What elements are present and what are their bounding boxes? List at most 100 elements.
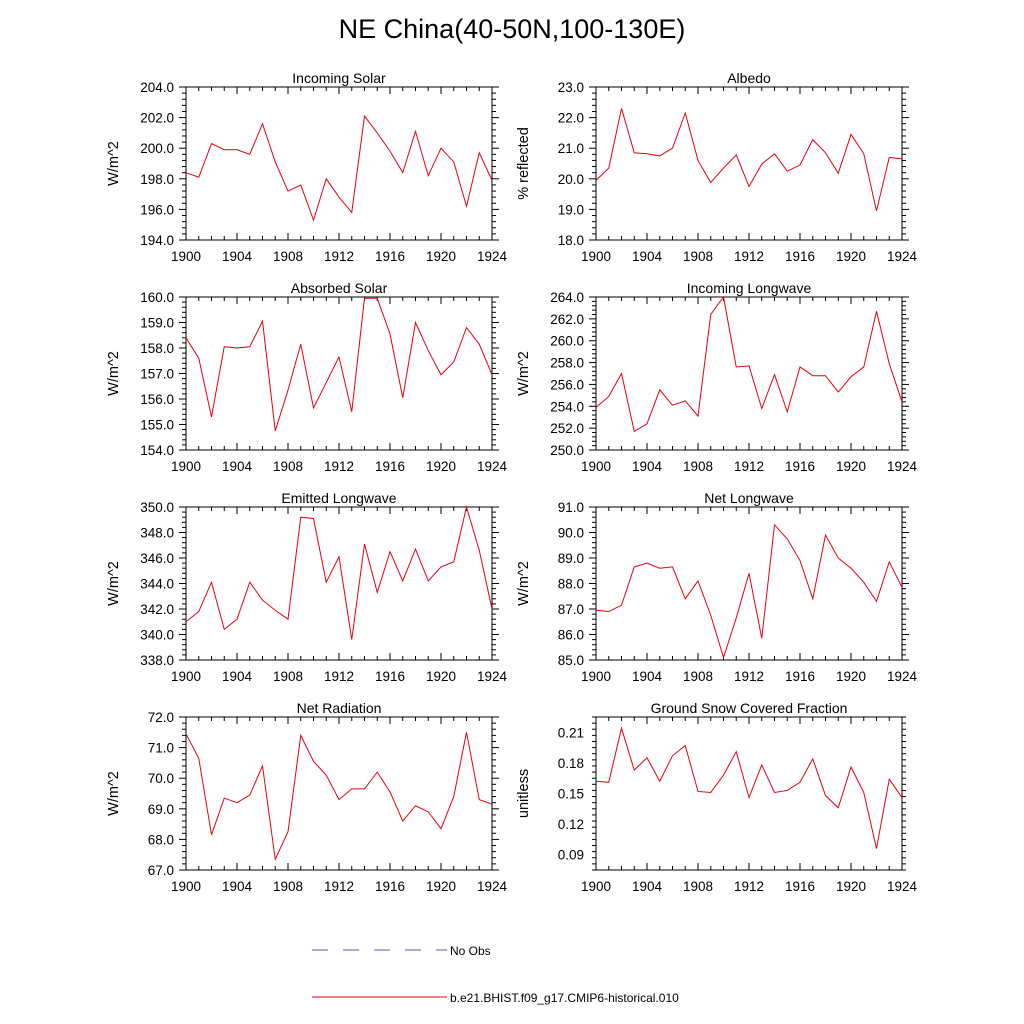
panel-net-radiation-title: Net Radiation xyxy=(297,700,382,716)
panel-net-longwave: 1900 1904 1908 1912 1916 1920 1924 85.0 86.0 87.0… xyxy=(516,490,918,684)
panel-net-longwave-xtick-label: 1924 xyxy=(887,669,918,684)
panel-albedo-ytick-label: 18.0 xyxy=(558,233,584,248)
panel-net-radiation-ytick-label: 68.0 xyxy=(148,832,174,847)
panel-incoming-longwave-ytick-label: 256.0 xyxy=(550,377,584,392)
panel-absorbed-solar-title: Absorbed Solar xyxy=(291,280,388,296)
panel-net-radiation-ylabel: W/m^2 xyxy=(106,771,122,816)
panel-albedo-xtick-label: 1920 xyxy=(836,249,866,264)
panel-absorbed-solar-ytick-label: 156.0 xyxy=(140,392,174,407)
panel-albedo-frame xyxy=(595,86,903,241)
panel-absorbed-solar-series-line xyxy=(185,297,493,432)
panel-net-longwave-ytick-label: 91.0 xyxy=(558,500,584,515)
panel-incoming-solar-title: Incoming Solar xyxy=(292,70,386,86)
panel-incoming-solar-series-line xyxy=(185,114,493,222)
panel-albedo-xtick-label: 1900 xyxy=(581,249,611,264)
panel-emitted-longwave-ytick-label: 348.0 xyxy=(140,526,174,541)
panel-albedo-xtick-label: 1912 xyxy=(734,249,764,264)
panel-net-longwave-xtick-label: 1904 xyxy=(632,669,663,684)
panel-incoming-longwave-xtick-label: 1920 xyxy=(836,459,866,474)
panel-emitted-longwave-xtick-label: 1924 xyxy=(477,669,508,684)
panel-incoming-longwave-ytick-label: 264.0 xyxy=(550,290,584,305)
panel-emitted-longwave-xtick-label: 1916 xyxy=(375,669,405,684)
panel-net-longwave-xtick-label: 1920 xyxy=(836,669,866,684)
panel-incoming-longwave-xtick-label: 1916 xyxy=(785,459,815,474)
panel-emitted-longwave-ytick-label: 346.0 xyxy=(140,551,174,566)
panel-net-longwave-ytick-label: 89.0 xyxy=(558,551,584,566)
panel-absorbed-solar-xtick-label: 1900 xyxy=(171,459,201,474)
panel-ground-snow-covered-fraction-ytick-label: 0.18 xyxy=(558,756,584,771)
panel-net-radiation-xtick-label: 1920 xyxy=(426,879,456,894)
panel-net-radiation-frame xyxy=(185,716,493,871)
panel-incoming-solar-frame xyxy=(185,86,493,241)
panel-incoming-solar-ytick-label: 196.0 xyxy=(140,202,174,217)
panel-emitted-longwave: 1900 1904 1908 1912 1916 1920 1924 338.0 340.0 34… xyxy=(106,490,508,684)
panel-ground-snow-covered-fraction-series-line xyxy=(595,726,903,849)
panel-incoming-solar-ytick-label: 202.0 xyxy=(140,111,174,126)
panel-albedo-xtick-label: 1904 xyxy=(632,249,663,264)
panel-emitted-longwave-xtick-label: 1920 xyxy=(426,669,456,684)
panel-incoming-longwave-ytick-label: 252.0 xyxy=(550,421,584,436)
panel-incoming-solar: 1900 1904 1908 1912 1916 1920 1924 194.0 196.0 19… xyxy=(106,70,508,264)
panel-absorbed-solar-xtick-label: 1908 xyxy=(273,459,303,474)
panel-net-radiation-ytick-label: 69.0 xyxy=(148,802,174,817)
panel-emitted-longwave-ytick-label: 340.0 xyxy=(140,628,174,643)
panel-albedo-ylabel: % reflected xyxy=(516,127,532,200)
panel-ground-snow-covered-fraction-ytick-label: 0.21 xyxy=(558,725,584,740)
panel-emitted-longwave-ytick-label: 344.0 xyxy=(140,577,174,592)
panel-net-radiation: 1900 1904 1908 1912 1916 1920 1924 67.0 68.0 69.0… xyxy=(106,700,508,894)
legend-item-2: b.e21.BHIST.f09_g17.CMIP6-historical.010 xyxy=(312,991,679,1005)
panel-net-longwave-title: Net Longwave xyxy=(704,490,794,506)
panel-incoming-solar-xtick-label: 1924 xyxy=(477,249,508,264)
panel-absorbed-solar-ytick-label: 160.0 xyxy=(140,290,174,305)
panel-ground-snow-covered-fraction: 1900 1904 1908 1912 1916 1920 1924 0.09 0.12 0.15… xyxy=(516,700,918,894)
panel-incoming-longwave-ytick-label: 258.0 xyxy=(550,356,584,371)
panel-incoming-solar-xtick-label: 1908 xyxy=(273,249,303,264)
panel-incoming-solar-xtick-label: 1912 xyxy=(324,249,354,264)
panel-net-longwave-ytick-label: 90.0 xyxy=(558,526,584,541)
panel-emitted-longwave-frame xyxy=(185,506,493,661)
panel-net-radiation-xtick-label: 1912 xyxy=(324,879,354,894)
panel-ground-snow-covered-fraction-frame xyxy=(595,716,903,871)
panel-albedo-xtick-label: 1908 xyxy=(683,249,713,264)
panel-net-longwave-ytick-label: 87.0 xyxy=(558,602,584,617)
panel-absorbed-solar-ytick-label: 158.0 xyxy=(140,341,174,356)
panel-incoming-longwave-xtick-label: 1904 xyxy=(632,459,663,474)
panel-net-longwave-xtick-label: 1912 xyxy=(734,669,764,684)
panel-ground-snow-covered-fraction-xtick-label: 1904 xyxy=(632,879,663,894)
panel-ground-snow-covered-fraction-ytick-label: 0.12 xyxy=(558,817,584,832)
panel-net-radiation-xtick-label: 1904 xyxy=(222,879,253,894)
panel-emitted-longwave-xtick-label: 1908 xyxy=(273,669,303,684)
panel-incoming-solar-ytick-label: 198.0 xyxy=(140,172,174,187)
panel-net-radiation-xtick-label: 1916 xyxy=(375,879,405,894)
panel-net-radiation-xtick-label: 1900 xyxy=(171,879,201,894)
panel-emitted-longwave-ylabel: W/m^2 xyxy=(106,561,122,606)
panel-emitted-longwave-series-line xyxy=(185,505,493,640)
panel-incoming-longwave-xtick-label: 1912 xyxy=(734,459,764,474)
panel-absorbed-solar: 1900 1904 1908 1912 1916 1920 1924 154.0 155.0 15… xyxy=(106,280,508,474)
panel-incoming-longwave-ytick-label: 250.0 xyxy=(550,443,584,458)
legend-item-1: No Obs xyxy=(312,944,491,958)
panel-absorbed-solar-xtick-label: 1924 xyxy=(477,459,508,474)
panel-incoming-solar-ytick-label: 200.0 xyxy=(140,141,174,156)
panel-emitted-longwave-xtick-label: 1912 xyxy=(324,669,354,684)
panel-incoming-solar-ytick-label: 204.0 xyxy=(140,80,174,95)
panel-absorbed-solar-frame xyxy=(185,296,493,451)
panel-ground-snow-covered-fraction-xtick-label: 1916 xyxy=(785,879,815,894)
panel-net-longwave-frame xyxy=(595,506,903,661)
panel-emitted-longwave-xtick-label: 1904 xyxy=(222,669,253,684)
panel-emitted-longwave-xtick-label: 1900 xyxy=(171,669,201,684)
panel-albedo: 1900 1904 1908 1912 1916 1920 1924 18.0 19.0 20.0… xyxy=(516,70,918,264)
panel-absorbed-solar-xtick-label: 1912 xyxy=(324,459,354,474)
panel-ground-snow-covered-fraction-ytick-label: 0.15 xyxy=(558,787,584,802)
panel-net-longwave-xtick-label: 1900 xyxy=(581,669,611,684)
panel-albedo-series-line xyxy=(595,108,903,212)
panel-net-radiation-xtick-label: 1924 xyxy=(477,879,508,894)
panel-incoming-solar-xtick-label: 1900 xyxy=(171,249,201,264)
panel-ground-snow-covered-fraction-xtick-label: 1912 xyxy=(734,879,764,894)
panel-incoming-longwave-ytick-label: 262.0 xyxy=(550,312,584,327)
panel-net-radiation-ytick-label: 70.0 xyxy=(148,771,174,786)
panel-incoming-longwave-title: Incoming Longwave xyxy=(687,280,812,296)
panel-ground-snow-covered-fraction-ylabel: unitless xyxy=(516,769,532,818)
panel-ground-snow-covered-fraction-ytick-label: 0.09 xyxy=(558,848,584,863)
legend-label: b.e21.BHIST.f09_g17.CMIP6-historical.010 xyxy=(450,991,679,1005)
